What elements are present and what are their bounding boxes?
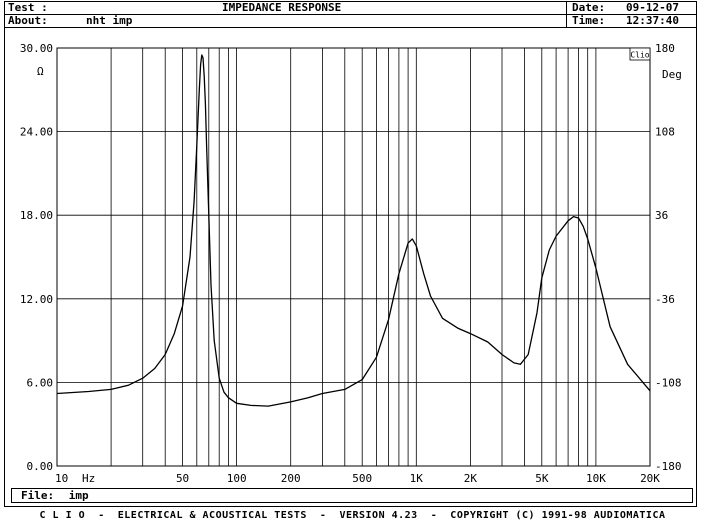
test-label: Test : [8, 1, 48, 14]
y-axis-unit: Ω [37, 65, 44, 78]
x-tick-label: 50 [176, 472, 189, 485]
y-tick-label: 30.00 [20, 42, 53, 55]
clio-badge-box [629, 47, 651, 61]
y-tick-label: 18.00 [20, 209, 53, 222]
y2-tick-label: -180 [655, 460, 682, 473]
file-value: imp [68, 489, 89, 502]
header-divider [566, 1, 567, 28]
header-row-test: Test : IMPEDANCE RESPONSE Date: 09-12-07 [4, 1, 697, 15]
x-tick-label: 200 [281, 472, 301, 485]
y-tick-label: 12.00 [20, 293, 53, 306]
header-row-about: About: nht imp Time: 12:37:40 [4, 14, 697, 28]
about-value: nht imp [86, 14, 133, 27]
y2-tick-label: 36 [655, 209, 668, 222]
x-tick-label: 100 [227, 472, 247, 485]
x-tick-label: 5K [535, 472, 549, 485]
x-tick-label: 500 [352, 472, 372, 485]
x-tick-label: 2K [464, 472, 478, 485]
y2-tick-label: -108 [655, 376, 682, 389]
y-tick-label: 6.00 [27, 376, 54, 389]
y2-tick-label: 180 [655, 42, 675, 55]
window-frame [4, 1, 697, 507]
impedance-curve [56, 54, 651, 407]
copyright-line: C L I O - ELECTRICAL & ACOUSTICAL TESTS … [39, 510, 666, 521]
y-tick-label: 24.00 [20, 126, 53, 139]
time-value: 12:37:40 [626, 14, 679, 27]
chart-grid [57, 48, 650, 466]
x-tick-label: 1K [410, 472, 424, 485]
chart-tick-labels: 0.00 -180 6.00 -108 12.00 -36 18.00 36 24.00 108 3… [20, 42, 682, 485]
plot-border [56, 47, 651, 467]
time-label: Time: [572, 14, 606, 27]
about-label: About: [8, 14, 48, 27]
clio-badge: Clio [630, 51, 649, 60]
date-value: 09-12-07 [626, 1, 679, 14]
x-tick-label: 10 [55, 472, 68, 485]
x-tick-label: 10K [586, 472, 606, 485]
y-tick-label: 0.00 [27, 460, 54, 473]
x-axis-unit: Hz [82, 472, 95, 485]
y2-tick-label: -36 [655, 293, 675, 306]
file-bar: File: imp [11, 488, 693, 503]
x-tick-label: 20K [640, 472, 660, 485]
date-label: Date: [572, 1, 606, 14]
page-title: IMPEDANCE RESPONSE [222, 1, 342, 14]
file-label: File: [21, 489, 55, 502]
y2-tick-label: 108 [655, 126, 675, 139]
chart-series [56, 54, 651, 407]
y2-axis-unit: Deg [662, 68, 682, 81]
